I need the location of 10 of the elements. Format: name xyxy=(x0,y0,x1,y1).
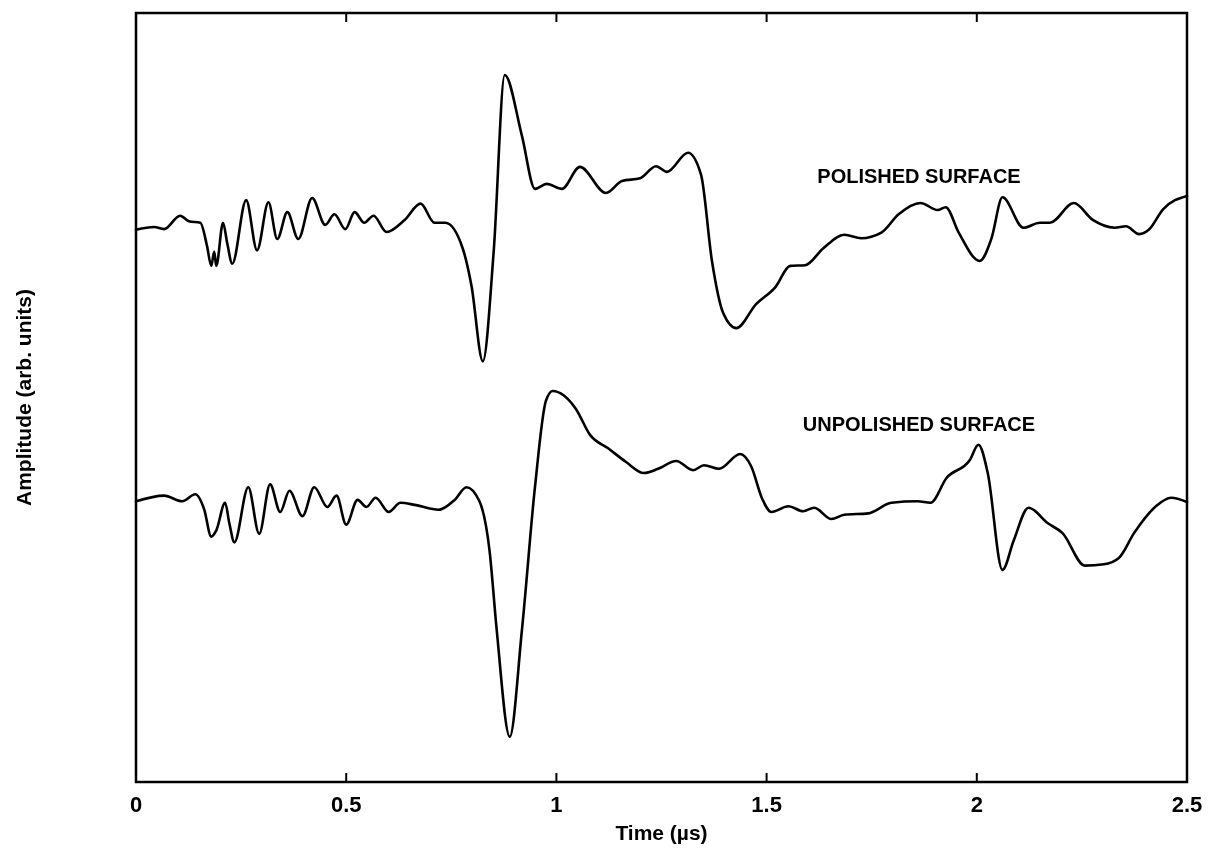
text: UNPOLISHED SURFACE xyxy=(802,412,1036,435)
x-tick-label: 2 xyxy=(970,792,983,817)
x-tick-label: 1.5 xyxy=(751,792,782,817)
series-label: POLISHED SURFACE xyxy=(817,165,1021,188)
x-tick-label: 1 xyxy=(550,792,563,817)
x-axis-title: Time (µs) xyxy=(615,821,708,844)
x-tick-label: 0 xyxy=(129,792,143,817)
y-axis-title: Amplitude (arb. units) xyxy=(12,289,35,506)
x-tick-label: 0.5 xyxy=(330,792,362,817)
x-tick-label: 2.5 xyxy=(1171,792,1203,817)
